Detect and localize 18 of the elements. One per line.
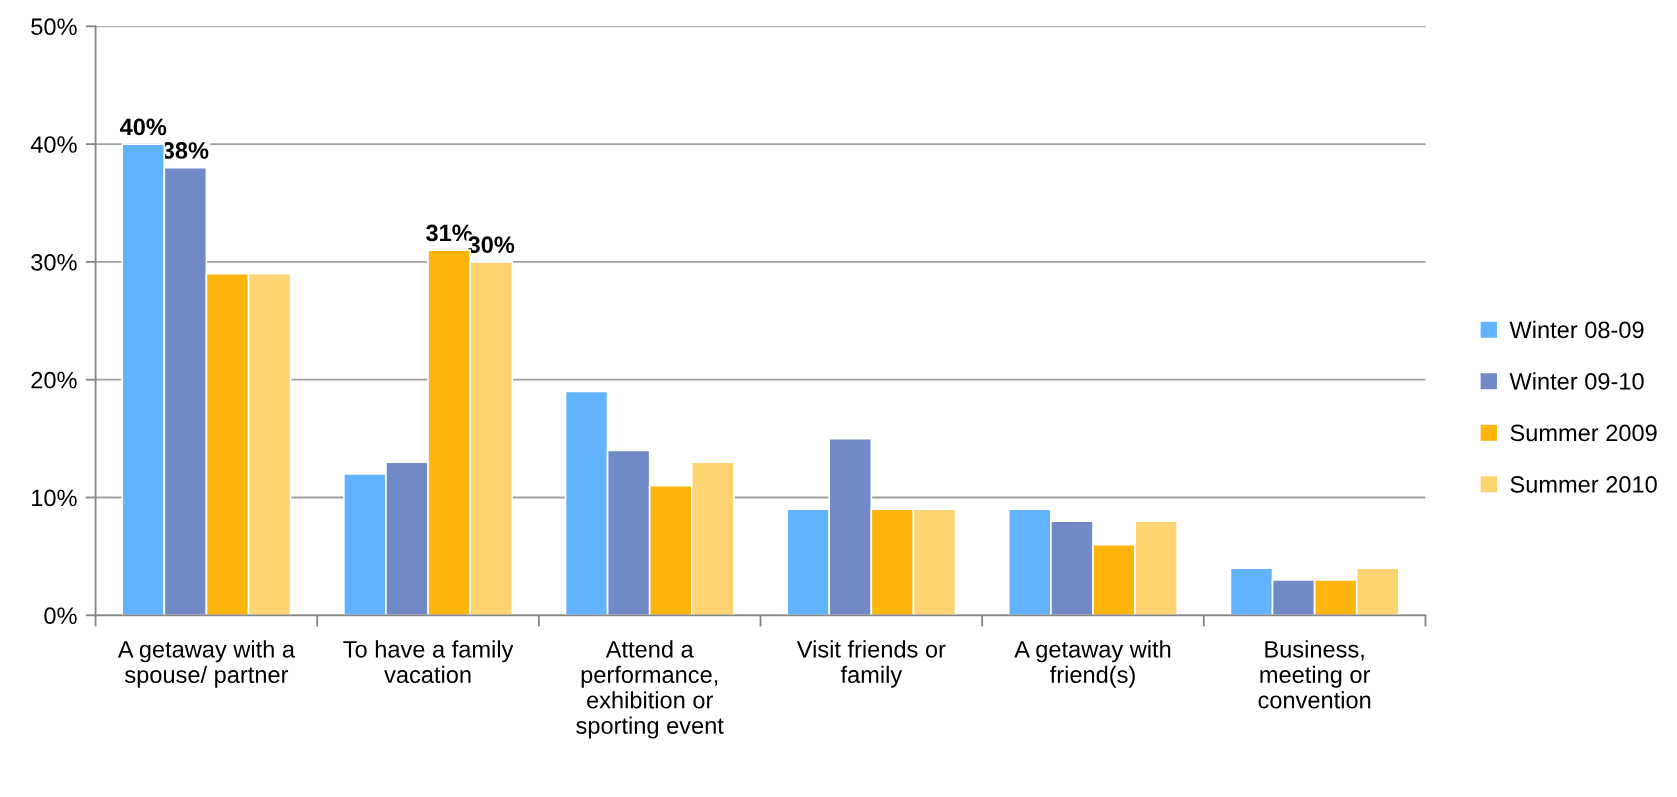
legend-label: Winter 08-09 [1509,320,1644,339]
x-tick-label: Business, meeting or convention [1258,640,1371,709]
legend-label: Winter 09-10 [1509,372,1644,390]
legend-label: Summer 2009 [1510,424,1657,442]
y-tick-label: 30% [31,253,77,271]
x-tick-label: To have a family vacation [343,640,514,684]
x-tick-label: Visit friends or family [796,640,946,688]
x-tick-label: A getaway with friend(s) [1014,640,1171,688]
y-tick-label: 10% [32,489,77,507]
y-tick-label: 0% [44,607,77,625]
y-tick-label: 20% [31,371,77,389]
data-label: 38% [162,142,209,159]
legend-label: Summer 2010 [1510,476,1657,493]
x-tick-label: A getaway with a spouse/ partner [117,640,296,688]
y-tick-label: 40% [30,136,77,153]
data-label: 40% [119,118,167,136]
x-tick-label: Attend a performance, exhibition or sporting event [576,640,724,739]
y-tick-label: 50% [31,18,77,36]
